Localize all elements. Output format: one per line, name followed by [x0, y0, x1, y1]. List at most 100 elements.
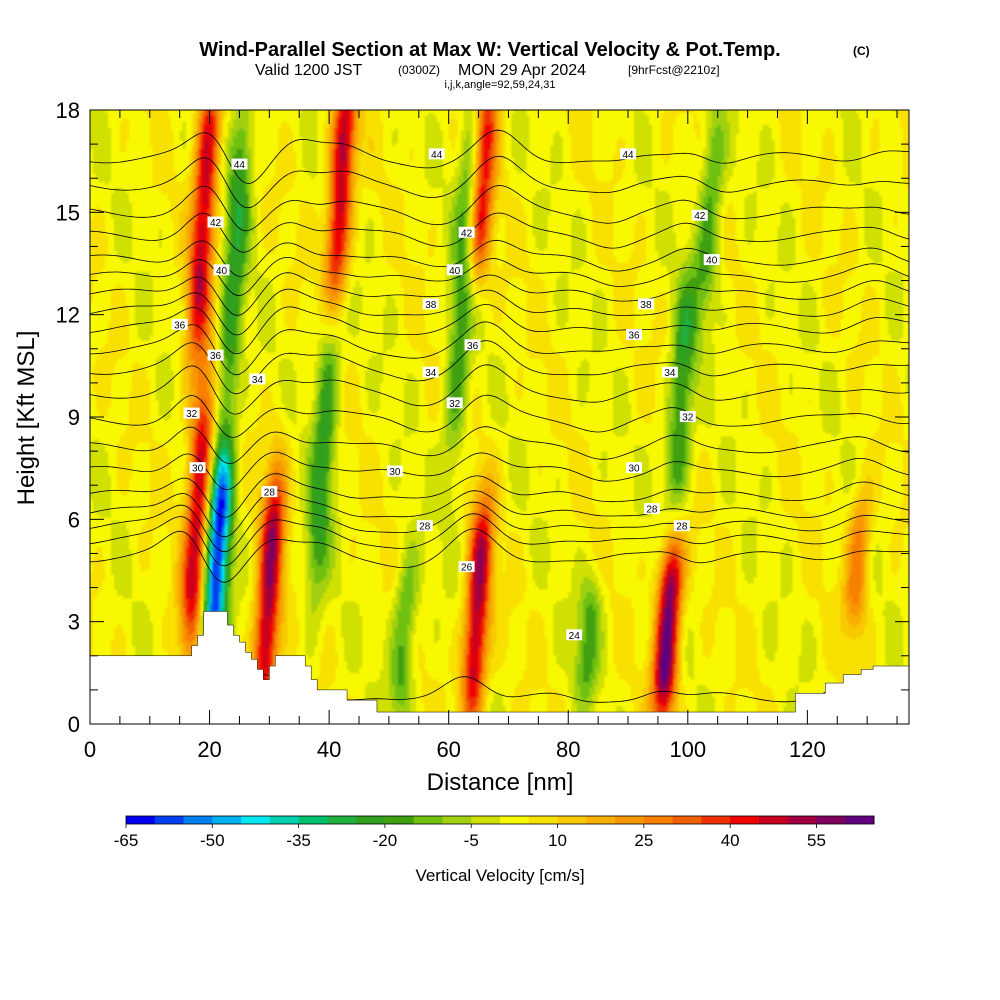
theta-contour-label: 42 [691, 209, 708, 222]
colorbar-tick-label: 55 [807, 831, 826, 850]
theta-contour-label: 40 [213, 264, 230, 277]
colorbar-swatch [442, 816, 472, 824]
theta-contour-label: 32 [679, 411, 696, 424]
colorbar-swatch [586, 816, 616, 824]
colorbar-swatch [126, 816, 156, 824]
theta-contour-line [90, 256, 909, 297]
theta-contour-line [90, 272, 909, 316]
x-tick-label: 40 [317, 737, 341, 762]
svg-text:34: 34 [252, 375, 264, 386]
x-axis-label: Distance [nm] [427, 769, 574, 796]
theta-contour-label: 26 [458, 561, 475, 574]
colorbar-swatch [845, 816, 875, 824]
colorbar-swatch [701, 816, 731, 824]
theta-contour-line [90, 129, 909, 184]
theta-contour-line [90, 155, 909, 209]
theta-contour-label: 28 [261, 486, 278, 499]
svg-text:36: 36 [174, 320, 186, 331]
svg-text:38: 38 [425, 300, 437, 311]
copyright-mark: (C) [853, 44, 870, 58]
y-tick-label: 15 [56, 200, 80, 225]
colorbar-swatch [356, 816, 386, 824]
theta-contour-label: 36 [626, 329, 643, 342]
theta-contour-label: 30 [386, 465, 403, 478]
x-tick-label: 80 [556, 737, 580, 762]
colorbar-swatch [615, 816, 645, 824]
colorbar-tick-label: 10 [548, 831, 567, 850]
colorbar-swatch [269, 816, 300, 824]
colorbar-swatch [241, 816, 271, 824]
svg-text:24: 24 [569, 631, 581, 642]
theta-contour-label: 30 [626, 462, 643, 475]
svg-text:26: 26 [461, 563, 473, 574]
colorbar-swatch [557, 816, 587, 824]
x-tick-label: 100 [669, 737, 706, 762]
theta-contour-line [90, 501, 909, 553]
theta-contour-label: 28 [416, 520, 433, 533]
colorbar-tick-label: -65 [114, 831, 139, 850]
svg-text:32: 32 [186, 409, 198, 420]
colorbar-swatch [154, 816, 185, 824]
theta-contour-label: 24 [566, 629, 583, 642]
theta-contour-label: 32 [446, 397, 463, 410]
svg-text:42: 42 [461, 228, 473, 239]
colorbar-swatch [471, 816, 501, 824]
theta-contour-line [90, 288, 909, 336]
svg-text:30: 30 [192, 464, 204, 475]
x-tick-label: 0 [84, 737, 96, 762]
svg-text:44: 44 [431, 150, 443, 161]
svg-text:36: 36 [210, 351, 222, 362]
theta-contour-label: 42 [458, 226, 475, 239]
theta-contour-line [90, 321, 909, 376]
y-tick-label: 6 [68, 507, 80, 532]
grid-indices: i,j,k,angle=92,59,24,31 [444, 79, 555, 91]
theta-contour-label: 36 [171, 318, 188, 331]
y-tick-label: 0 [68, 712, 80, 737]
theta-contour-line [90, 528, 909, 583]
valid-prefix: Valid 1200 JST [255, 62, 363, 79]
theta-contour-label: 28 [643, 503, 660, 516]
colorbar-frame [125, 815, 875, 825]
theta-contour-label: 32 [183, 407, 200, 420]
colorbar-label: Vertical Velocity [cm/s] [415, 866, 584, 885]
colorbar-swatch [500, 816, 530, 824]
valid-date: MON 29 Apr 2024 [458, 62, 586, 79]
theta-contour-label: 34 [661, 366, 678, 379]
theta-contour-label: 38 [637, 298, 654, 311]
x-tick-label: 120 [789, 737, 826, 762]
svg-text:32: 32 [682, 413, 694, 424]
theta-contour-label: 40 [446, 264, 463, 277]
theta-contour-line [90, 451, 909, 491]
colorbar-swatch [298, 816, 328, 824]
valid-zulu: (0300Z) [398, 63, 440, 77]
theta-contour-label: 40 [703, 254, 720, 267]
colorbar-swatch [787, 816, 817, 824]
colorbar-tick-label: -50 [200, 831, 225, 850]
svg-text:28: 28 [419, 522, 431, 533]
terrain [90, 611, 909, 724]
svg-text:34: 34 [425, 368, 437, 379]
colorbar-tick-label: -20 [373, 831, 398, 850]
theta-contour-label: 28 [673, 520, 690, 533]
colorbar-swatch [758, 816, 789, 824]
svg-text:32: 32 [449, 399, 461, 410]
colorbar-swatch [413, 816, 443, 824]
theta-contour-line [90, 340, 909, 395]
svg-text:28: 28 [264, 488, 276, 499]
theta-contour-label: 38 [422, 298, 439, 311]
colorbar-swatch [327, 816, 357, 824]
svg-text:28: 28 [646, 505, 658, 516]
svg-text:36: 36 [628, 331, 640, 342]
theta-contour-line [90, 473, 909, 518]
svg-text:44: 44 [622, 150, 634, 161]
y-axis-label: Height [Kft MSL] [13, 331, 40, 506]
theta-contour-line [90, 304, 909, 355]
svg-text:42: 42 [210, 218, 222, 229]
colorbar-tick-label: -5 [464, 831, 479, 850]
svg-text:36: 36 [467, 341, 479, 352]
theta-contour-line [90, 185, 909, 232]
y-tick-label: 12 [56, 303, 80, 328]
theta-contour-label: 42 [207, 216, 224, 229]
svg-text:40: 40 [449, 266, 461, 277]
